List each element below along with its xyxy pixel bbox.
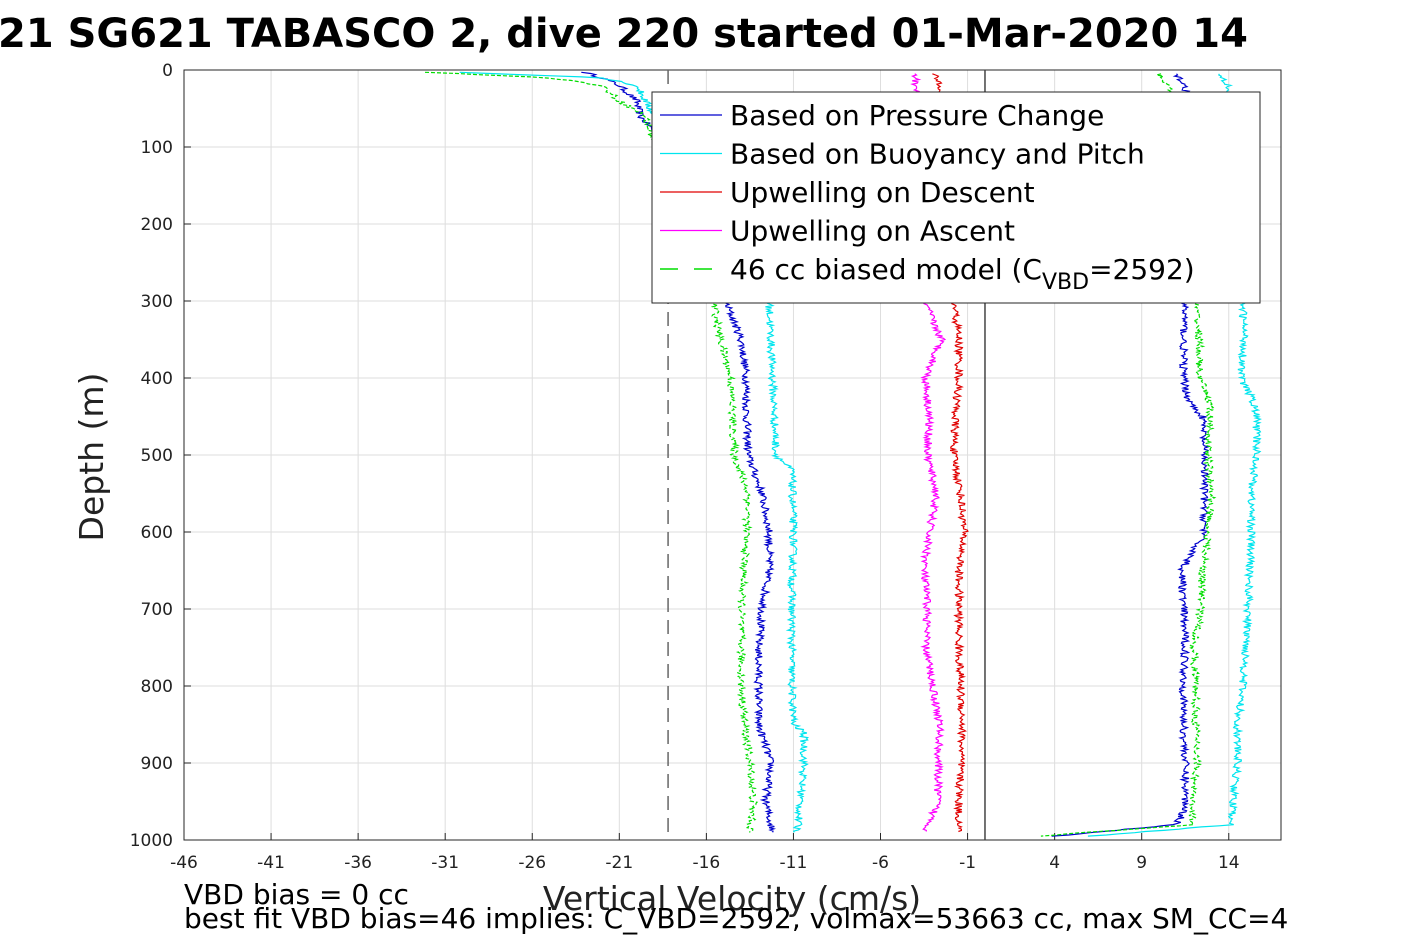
y-tick-label: 900 bbox=[141, 754, 173, 774]
x-tick-label: -11 bbox=[780, 853, 808, 873]
y-tick-label: 600 bbox=[141, 523, 173, 543]
x-tick-label: -6 bbox=[872, 853, 889, 873]
y-tick-label: 400 bbox=[141, 369, 173, 389]
x-tick-label: -1 bbox=[959, 853, 976, 873]
x-tick-label: -41 bbox=[257, 853, 285, 873]
x-tick-label: 4 bbox=[1049, 853, 1060, 873]
vbd-bias-note: VBD bias = 0 cc bbox=[184, 878, 409, 911]
x-tick-label: -21 bbox=[605, 853, 633, 873]
legend: Based on Pressure Change Based on Buoyanc… bbox=[651, 91, 1261, 304]
y-tick-label: 0 bbox=[162, 61, 173, 81]
x-tick-label: -31 bbox=[431, 853, 459, 873]
best-fit-note: best fit VBD bias=46 implies: C_VBD=2592… bbox=[184, 902, 1288, 935]
x-axis-label: Vertical Velocity (cm/s) bbox=[543, 879, 921, 918]
x-tick-label: -36 bbox=[344, 853, 372, 873]
x-tick-label: -16 bbox=[692, 853, 720, 873]
y-tick-label: 1000 bbox=[130, 831, 173, 851]
plot-area bbox=[183, 69, 1282, 841]
legend-label: Upwelling on Descent bbox=[730, 176, 1035, 209]
legend-label: Based on Buoyancy and Pitch bbox=[730, 138, 1145, 171]
y-axis-label: Depth (m) bbox=[72, 373, 111, 542]
legend-box bbox=[651, 91, 1261, 304]
y-tick-label: 800 bbox=[141, 677, 173, 697]
legend-label: 46 cc biased model (CVBD=2592) bbox=[730, 253, 1195, 295]
y-tick-label: 100 bbox=[141, 138, 173, 158]
y-tick-label: 300 bbox=[141, 292, 173, 312]
chart-title: 21 SG621 TABASCO 2, dive 220 started 01-… bbox=[0, 11, 1248, 57]
legend-label-end: =2592) bbox=[1089, 253, 1195, 286]
legend-label-main: 46 cc biased model (C bbox=[730, 253, 1042, 286]
legend-label: Upwelling on Ascent bbox=[730, 215, 1015, 248]
x-tick-label: -26 bbox=[518, 853, 546, 873]
x-tick-label: 14 bbox=[1218, 853, 1240, 873]
x-tick-label: -46 bbox=[170, 853, 198, 873]
y-tick-labels: 0 100 200 300 400 500 600 700 800 900 1000 bbox=[130, 61, 173, 851]
y-tick-label: 700 bbox=[141, 600, 173, 620]
legend-label-subscript: VBD bbox=[1042, 270, 1089, 295]
legend-label: Based on Pressure Change bbox=[730, 99, 1104, 132]
x-tick-labels: -46 -41 -36 -31 -26 -21 -16 -11 -6 -1 4 9 14 bbox=[170, 853, 1239, 873]
y-tick-label: 200 bbox=[141, 215, 173, 235]
y-tick-label: 500 bbox=[141, 446, 173, 466]
x-tick-label: 9 bbox=[1136, 853, 1147, 873]
